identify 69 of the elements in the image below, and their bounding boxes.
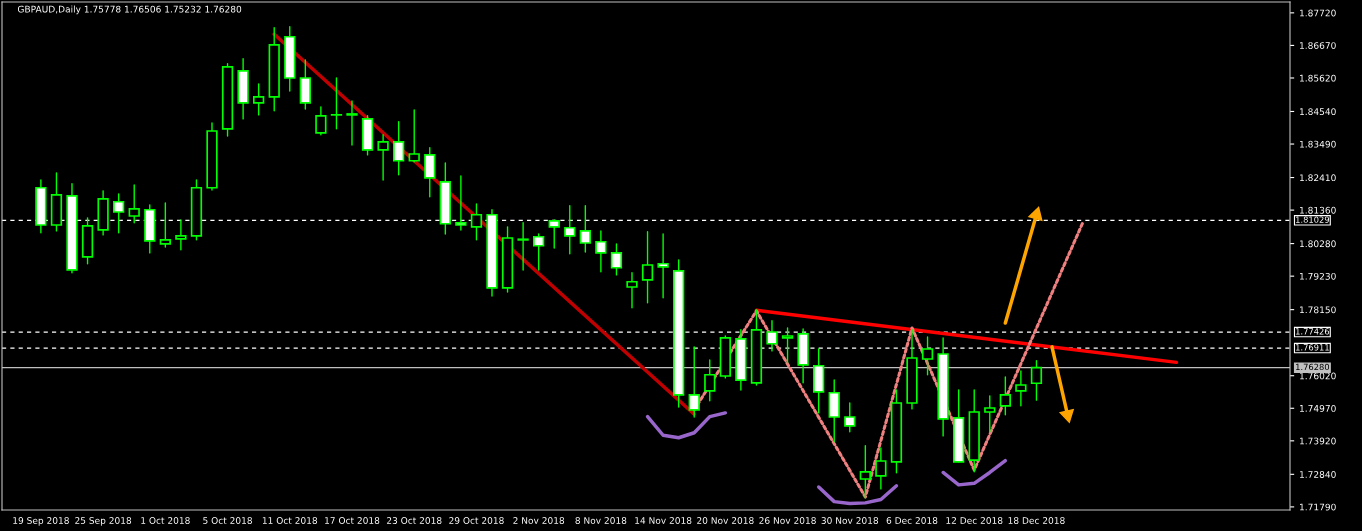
y-tick-label: 1.78150 [1300, 306, 1336, 314]
y-tick-label: 1.81360 [1300, 206, 1336, 214]
y-tick-label: 1.86670 [1300, 42, 1336, 49]
y-tick-label: 1.82410 [1300, 174, 1336, 182]
x-tick-label: 26 Nov 2018 [759, 517, 816, 524]
x-tick-label: 18 Dec 2018 [1008, 517, 1065, 524]
candlestick [159, 202, 171, 248]
candlestick [595, 230, 607, 273]
ref-line-label: 1.76280 [1296, 363, 1330, 371]
candlestick [1015, 370, 1027, 407]
y-tick-label: 1.80280 [1300, 240, 1336, 248]
candlestick [377, 134, 389, 181]
candlestick [533, 233, 545, 271]
y-tick-label: 1.76020 [1300, 372, 1336, 380]
x-tick-label: 20 Nov 2018 [697, 517, 754, 524]
candlestick [781, 327, 794, 364]
candlestick [408, 109, 420, 163]
y-tick-label: 1.71790 [1300, 503, 1336, 511]
y-tick-label: 1.84540 [1300, 108, 1336, 116]
x-tick-label: 8 Nov 2018 [575, 517, 627, 524]
ref-line-label: 1.76911 [1296, 344, 1329, 351]
ref-line-label: 1.77426 [1296, 328, 1330, 335]
y-tick-label: 1.87720 [1300, 9, 1336, 17]
candlestick [657, 233, 669, 299]
x-tick-label: 29 Oct 2018 [449, 517, 504, 524]
y-tick-label: 1.73920 [1300, 437, 1336, 445]
y-tick-label: 1.72840 [1300, 471, 1336, 478]
candlestick [641, 231, 654, 304]
y-tick-label: 1.85620 [1300, 74, 1336, 82]
candlestick [921, 336, 934, 376]
candlestick [859, 445, 871, 499]
line-series [645, 411, 728, 440]
candlestick [704, 359, 716, 402]
candlestick [1030, 359, 1043, 401]
x-tick-label: 5 Oct 2018 [203, 517, 252, 524]
ref-line-label: 1.81029 [1296, 216, 1330, 223]
candlestick [610, 243, 623, 276]
y-tick-label: 1.79230 [1300, 272, 1336, 280]
chart-title: GBPAUD,Daily 1.75778 1.76506 1.75232 1.76280 [17, 5, 242, 15]
x-tick-label: 19 Sep 2018 [13, 517, 69, 526]
y-tick-label: 1.83490 [1300, 140, 1336, 148]
candlestick [999, 376, 1011, 416]
candlestick [424, 147, 436, 198]
candlestick [875, 447, 887, 490]
x-tick-label: 1 Oct 2018 [141, 517, 190, 524]
candlestick [844, 402, 856, 433]
x-tick-label: 14 Nov 2018 [635, 517, 692, 524]
x-tick-label: 2 Nov 2018 [513, 517, 565, 524]
x-tick-label: 30 Nov 2018 [821, 517, 879, 524]
x-tick-label: 12 Dec 2018 [946, 517, 1003, 524]
x-tick-label: 25 Sep 2018 [75, 517, 132, 526]
candlestick [175, 219, 187, 251]
line-series [816, 484, 899, 506]
x-tick-label: 23 Oct 2018 [386, 517, 442, 524]
x-tick-label: 11 Oct 2018 [262, 517, 318, 524]
candlestick [330, 77, 343, 130]
candlestick [128, 184, 140, 224]
x-tick-label: 6 Dec 2018 [886, 517, 938, 524]
candlestick [517, 222, 529, 271]
candlestick [984, 395, 996, 433]
candlestick [315, 106, 327, 136]
line-series [941, 458, 1008, 487]
y-tick-label: 1.74970 [1300, 405, 1336, 412]
candlestick [393, 121, 405, 176]
x-tick-label: 17 Oct 2018 [325, 517, 380, 524]
candlestick [626, 272, 638, 309]
candlestick [253, 83, 265, 116]
candlestick [470, 203, 483, 241]
candlestick [346, 100, 358, 146]
